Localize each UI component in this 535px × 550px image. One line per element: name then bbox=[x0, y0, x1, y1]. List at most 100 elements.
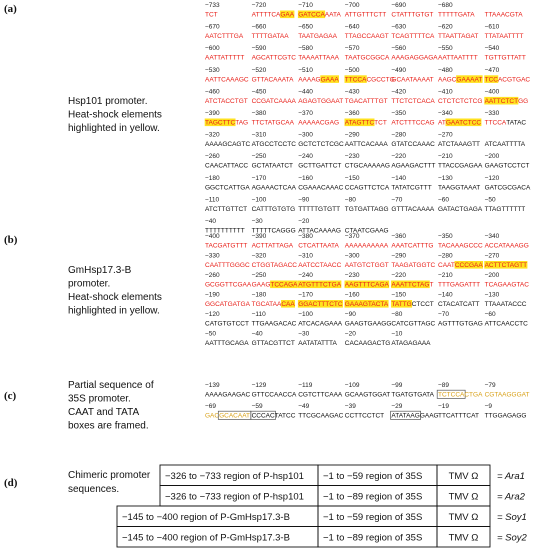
position-number: −290 bbox=[391, 253, 406, 260]
position-number: −300 bbox=[298, 132, 313, 139]
position-number: −220 bbox=[391, 153, 406, 160]
caption-line: highlighted in yellow. bbox=[68, 306, 160, 317]
sequence-segment: CTGA bbox=[464, 392, 483, 399]
panel-label: (d) bbox=[4, 477, 18, 489]
sequence-segment: TATATCGTTT bbox=[391, 184, 431, 191]
position-number: −240 bbox=[298, 153, 313, 160]
sequence-segment: ATAGTTC bbox=[345, 120, 375, 127]
sequence-segment: ATTGTTTCTT bbox=[345, 12, 386, 19]
position-number: −390 bbox=[205, 110, 220, 117]
sequence-segment: CTCTCTCTCG bbox=[438, 98, 482, 105]
sequence-segment: AATGTCTGGT bbox=[345, 262, 389, 269]
caption-line: Hsp101 promoter. bbox=[68, 96, 148, 107]
cell-text: TMV Ω bbox=[449, 533, 479, 544]
sequence-segment: CCGATCAAAA bbox=[252, 98, 297, 105]
sequence-segment: ATCACAGAAA bbox=[298, 321, 343, 328]
sequence-segment: TATAC bbox=[506, 120, 526, 127]
box-frame bbox=[390, 410, 421, 420]
position-number: −670 bbox=[205, 24, 220, 31]
position-number: −240 bbox=[298, 272, 313, 279]
position-number: −710 bbox=[298, 2, 313, 9]
sequence-segment: GAAA bbox=[321, 76, 340, 83]
sequence-segment: TTAGTTTTTT bbox=[485, 206, 526, 213]
position-number: −130 bbox=[438, 175, 453, 182]
position-number: −70 bbox=[438, 311, 449, 318]
text-layer: (a) Hsp101 promoter. Heat-shock elements hi… bbox=[4, 2, 531, 548]
sequence-segment: GTTACGTTCT bbox=[252, 340, 295, 347]
sequence-segment: ATTTTCA bbox=[252, 12, 281, 19]
sequence-segment: TTTTGATAA bbox=[252, 33, 290, 40]
position-number: −430 bbox=[345, 88, 360, 95]
sequence-segment: GCAAGTGGAT bbox=[345, 392, 390, 399]
position-number: −139 bbox=[205, 382, 220, 389]
sequence-segment: TAATGAGAA bbox=[298, 33, 337, 40]
sequence-segment: CCCGAA bbox=[455, 262, 483, 269]
position-number: −400 bbox=[485, 88, 500, 95]
position-number: −660 bbox=[252, 24, 267, 31]
heat-shock-highlight bbox=[344, 118, 375, 127]
sequence-segment: GAATCTCC bbox=[446, 120, 482, 127]
sequence-segment: TTGAAGACAC bbox=[252, 321, 297, 328]
sequence-segment: TTTTTCAGGG bbox=[252, 228, 296, 235]
sequence-segment: ATTCAACCTC bbox=[485, 321, 529, 328]
position-number: −610 bbox=[485, 24, 500, 31]
heat-shock-highlight bbox=[297, 10, 326, 19]
position-number: −100 bbox=[252, 196, 267, 203]
sequence-segment: GCTCTCTCGC bbox=[298, 141, 344, 148]
sequence-segment: CCAGTTCTCA bbox=[345, 184, 390, 191]
position-number: −250 bbox=[252, 153, 267, 160]
box-frame bbox=[250, 410, 276, 420]
sequence-segment: ATGCCTCCTC bbox=[252, 141, 297, 148]
highlight-layer bbox=[204, 10, 528, 308]
sequence-segment: ATCTTTCCAG bbox=[391, 120, 434, 127]
position-number: −20 bbox=[298, 218, 309, 225]
position-number: −40 bbox=[252, 331, 263, 338]
sequence-segment: TCT bbox=[374, 120, 387, 127]
position-number: −190 bbox=[205, 292, 220, 299]
position-number: −20 bbox=[345, 331, 356, 338]
position-number: −480 bbox=[438, 67, 453, 74]
sequence-segment: AATTTGCAGA bbox=[205, 340, 249, 347]
sequence-segment: TTCGCAAGAC bbox=[298, 413, 343, 420]
sequence-segment: TCCAGA bbox=[270, 282, 298, 289]
sequence-segment: TTTTTTTTTT bbox=[205, 228, 245, 235]
position-number: −600 bbox=[205, 45, 220, 52]
position-number: −50 bbox=[485, 196, 496, 203]
position-number: −260 bbox=[205, 153, 220, 160]
cell-text: −326 to −733 region of P-hsp101 bbox=[165, 492, 304, 503]
position-number: −210 bbox=[438, 272, 453, 279]
sequence-segment: GAAAAT bbox=[456, 76, 482, 83]
sequence-segment: TAAAATTAAA bbox=[298, 55, 339, 62]
position-number: −290 bbox=[345, 132, 360, 139]
position-number: −110 bbox=[205, 196, 220, 203]
position-number: −79 bbox=[485, 382, 496, 389]
sequence-segment: TTAGCCAAGT bbox=[345, 33, 389, 40]
sequence-segment: TAG bbox=[235, 120, 248, 127]
sequence-segment: TGTTGTTATT bbox=[485, 55, 526, 62]
sequence-segment: CATCGTTAGC bbox=[391, 321, 435, 328]
position-number: −59 bbox=[252, 403, 263, 410]
cell-text: TMV Ω bbox=[449, 492, 479, 503]
position-number: −90 bbox=[298, 196, 309, 203]
position-number: −100 bbox=[298, 311, 313, 318]
sequence-segment: TAGCTTC bbox=[205, 120, 236, 127]
sequence-segment: GCTATAATCT bbox=[252, 163, 293, 170]
sequence-segment: CTACATCATT bbox=[438, 301, 480, 308]
sequence-segment: AATTCAAAGC bbox=[205, 76, 249, 83]
sequence-segment: TGCATAA bbox=[252, 301, 282, 308]
sequence-segment: GAAG bbox=[420, 413, 439, 420]
position-number: −330 bbox=[485, 110, 500, 117]
position-number: −39 bbox=[345, 403, 356, 410]
sequence-segment: AATATATTTA bbox=[298, 340, 337, 347]
cell-text: −1 to −89 region of 35S bbox=[323, 492, 422, 503]
sequence-segment: GAC bbox=[205, 413, 219, 420]
sequence-segment: TTTGAGATTT bbox=[438, 282, 480, 289]
position-number: −80 bbox=[345, 196, 356, 203]
position-number: −510 bbox=[298, 67, 313, 74]
sequence-segment: TTTTTGATA bbox=[438, 12, 475, 19]
position-number: −590 bbox=[252, 45, 267, 52]
sequence-segment: CGAAACAAAC bbox=[298, 184, 343, 191]
position-number: −350 bbox=[438, 233, 453, 240]
caption-line: promoter. bbox=[68, 279, 110, 290]
sequence-segment: CCCAC bbox=[252, 413, 275, 420]
